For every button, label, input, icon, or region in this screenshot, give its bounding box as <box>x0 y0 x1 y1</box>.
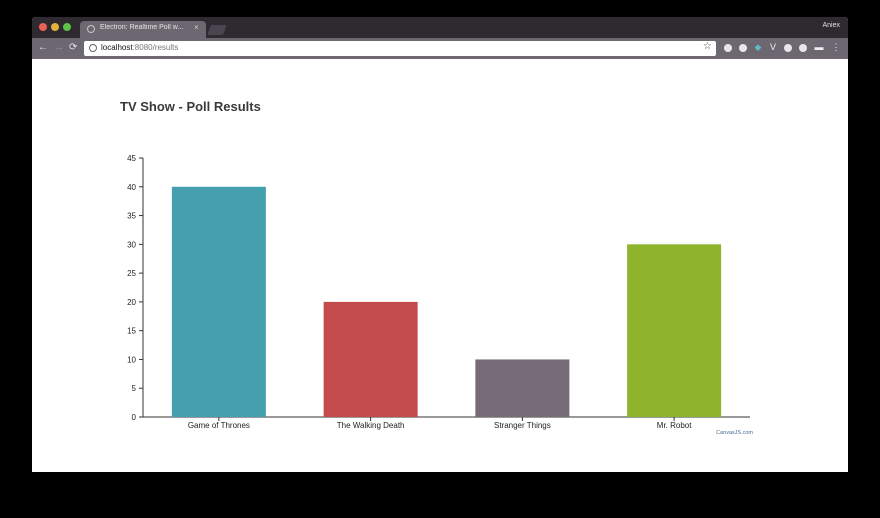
url-path: :8080/results <box>132 43 179 52</box>
minimize-window-button[interactable] <box>51 23 59 31</box>
site-info-icon[interactable] <box>89 44 97 52</box>
y-tick-label: 35 <box>127 212 136 221</box>
url-text[interactable]: localhost:8080/results <box>101 43 178 52</box>
browser-toolbar: ← → ⟳ localhost:8080/results ☆ ◆ V ▬ ⋮ <box>32 38 848 59</box>
extension-icon[interactable] <box>784 44 792 52</box>
browser-window: Electron: Realtime Poll w... × Aniex ← →… <box>32 17 848 472</box>
address-bar[interactable]: localhost:8080/results ☆ <box>84 41 716 56</box>
title-bar: Electron: Realtime Poll w... × Aniex <box>32 17 848 38</box>
y-tick-label: 40 <box>127 183 136 192</box>
y-tick-label: 30 <box>127 240 136 249</box>
bar-the-walking-death[interactable] <box>323 301 418 417</box>
page-favicon-icon <box>87 25 95 33</box>
y-tick-label: 15 <box>127 327 136 336</box>
y-tick-label: 25 <box>127 269 136 278</box>
extension-icon[interactable] <box>724 44 732 52</box>
extension-icon[interactable]: ◆ <box>754 42 762 52</box>
y-tick-label: 20 <box>127 298 136 307</box>
tab-close-icon[interactable]: × <box>194 23 199 32</box>
forward-icon[interactable]: → <box>54 42 64 53</box>
x-tick-label: The Walking Death <box>337 421 405 430</box>
bar-chart: 0 5 10 15 20 25 30 35 40 45 Game of Thrones The Wal… <box>127 154 753 436</box>
bookmark-star-icon[interactable]: ☆ <box>703 41 712 52</box>
close-window-button[interactable] <box>39 23 47 31</box>
menu-icon[interactable]: ⋮ <box>831 42 841 52</box>
back-icon[interactable]: ← <box>38 42 48 53</box>
page-content: TV Show - Poll Results 0 5 10 15 20 25 30 35 40 4… <box>32 59 848 472</box>
x-tick-label: Game of Thrones <box>188 421 250 430</box>
bar-mr-robot[interactable] <box>627 244 722 417</box>
y-tick-label: 5 <box>132 384 137 393</box>
y-tick-label: 10 <box>127 355 136 364</box>
y-tick-label: 0 <box>132 413 137 422</box>
reload-icon[interactable]: ⟳ <box>69 42 78 53</box>
x-tick-label: Stranger Things <box>494 421 551 430</box>
extension-icon[interactable] <box>799 44 807 52</box>
profile-name[interactable]: Aniex <box>822 22 840 29</box>
vue-devtools-icon[interactable]: V <box>769 42 776 52</box>
extension-icon[interactable] <box>739 44 747 52</box>
new-tab-button[interactable] <box>207 25 227 35</box>
bar-game-of-thrones[interactable] <box>171 186 266 417</box>
tab-title: Electron: Realtime Poll w... <box>100 24 184 31</box>
bar-stranger-things[interactable] <box>475 359 570 417</box>
x-tick-label: Mr. Robot <box>657 421 692 430</box>
browser-tab[interactable]: Electron: Realtime Poll w... × <box>80 21 206 38</box>
extension-icon[interactable]: ▬ <box>814 42 824 52</box>
y-tick-label: 45 <box>127 154 136 163</box>
maximize-window-button[interactable] <box>63 23 71 31</box>
chart-title: TV Show - Poll Results <box>120 99 261 114</box>
url-host: localhost <box>101 43 133 52</box>
canvasjs-credit-link[interactable]: CanvasJS.com <box>716 430 753 436</box>
